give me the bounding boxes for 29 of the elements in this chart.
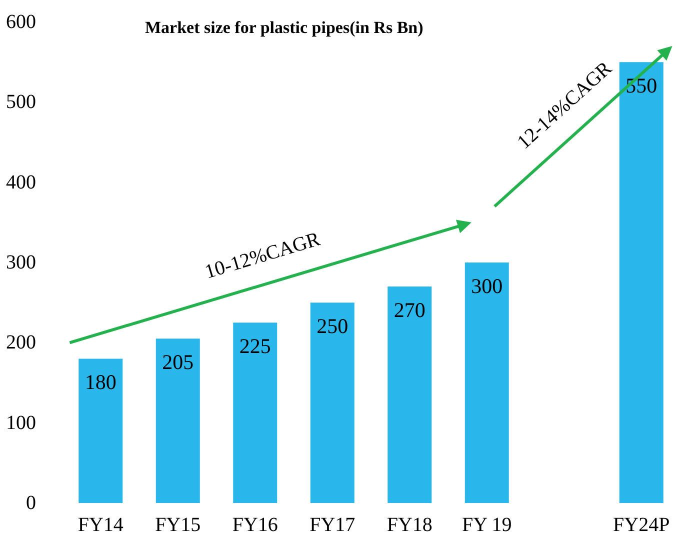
- y-tick-label: 0: [26, 492, 36, 514]
- data-label: 270: [394, 298, 426, 322]
- bar: [233, 322, 278, 503]
- data-label: 205: [162, 350, 194, 374]
- x-tick-label: FY24P: [613, 514, 670, 536]
- x-tick-label: FY17: [310, 514, 356, 536]
- y-tick-label: 600: [6, 11, 36, 33]
- x-tick-label: FY16: [232, 514, 278, 536]
- bar: [464, 262, 509, 503]
- y-tick-label: 300: [6, 252, 36, 274]
- data-label: 250: [316, 314, 348, 338]
- x-tick-label: FY18: [386, 514, 432, 536]
- bar: [619, 62, 664, 503]
- x-tick-label: FY14: [78, 514, 124, 536]
- y-tick-label: 200: [6, 332, 36, 354]
- data-label: 225: [239, 334, 271, 358]
- bar: [78, 358, 123, 503]
- bar: [310, 302, 354, 503]
- y-tick-label: 100: [6, 412, 36, 434]
- data-label: 550: [626, 74, 658, 98]
- chart-title: Market size for plastic pipes(in Rs Bn): [145, 18, 424, 37]
- data-label: 300: [471, 274, 503, 298]
- bar: [388, 286, 432, 503]
- x-tick-label: FY 19: [462, 514, 512, 536]
- y-tick-label: 400: [6, 171, 36, 194]
- bar: [156, 338, 200, 503]
- y-tick-label: 500: [6, 91, 36, 114]
- x-tick-label: FY15: [155, 514, 201, 536]
- data-label: 180: [84, 370, 116, 394]
